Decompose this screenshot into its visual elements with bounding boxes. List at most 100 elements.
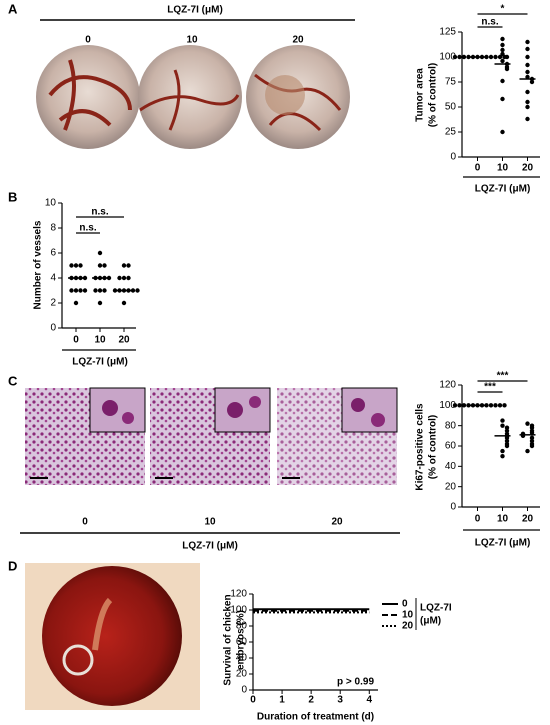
x-tick-label: 10 — [94, 335, 106, 346]
x-tick-label: 0 — [475, 163, 481, 174]
x-tick-label: 4 — [366, 695, 372, 706]
dot — [500, 47, 505, 53]
legend-label: 20 — [402, 621, 414, 632]
dot — [525, 39, 530, 45]
dot — [500, 58, 505, 64]
x-tick-label: 10 — [497, 163, 509, 174]
dot — [452, 403, 458, 408]
dot — [525, 421, 530, 426]
dot — [457, 54, 462, 60]
x-tick-label: 2 — [308, 695, 314, 706]
dot — [504, 428, 510, 433]
significance-label: *** — [484, 382, 496, 393]
dot — [497, 54, 503, 60]
dot — [97, 300, 103, 306]
y-tick-label: 40 — [445, 461, 457, 472]
dot — [97, 263, 103, 268]
panel-letter: D — [8, 558, 17, 573]
dot — [121, 275, 127, 281]
dot — [525, 89, 530, 95]
panel-letter: B — [8, 189, 17, 204]
photo-title: LQZ-7I (μM) — [182, 541, 238, 552]
dot — [112, 288, 118, 293]
dot — [93, 288, 98, 293]
x-tick-label: 20 — [118, 335, 130, 346]
dot — [529, 430, 535, 435]
dot — [504, 438, 510, 444]
dot — [461, 54, 467, 60]
y-tick-label: 50 — [445, 102, 457, 113]
dot — [130, 288, 136, 293]
y-tick-label: 40 — [236, 653, 248, 664]
y-tick-label: 75 — [445, 77, 457, 88]
dot — [121, 300, 127, 306]
y-tick-label: 100 — [439, 400, 456, 411]
dot — [529, 425, 535, 430]
x-axis-title: LQZ-7I (μM) — [475, 184, 531, 195]
y-axis-title: Tumor area — [415, 68, 426, 122]
y-tick-label: 0 — [450, 152, 456, 163]
dot — [497, 403, 503, 408]
photo-label: 20 — [292, 35, 304, 46]
dot — [525, 46, 530, 52]
photo — [25, 563, 200, 710]
dot — [488, 403, 494, 408]
dot — [500, 418, 505, 423]
significance-label: n.s. — [481, 17, 498, 28]
dot — [500, 448, 505, 454]
photo-label: 20 — [331, 517, 343, 528]
legend-title: LQZ-7I — [420, 603, 452, 614]
y-tick-label: 10 — [45, 198, 57, 209]
dot — [121, 263, 127, 268]
y-tick-label: 8 — [50, 223, 56, 234]
dot — [529, 438, 535, 444]
dot — [504, 443, 510, 449]
dot — [500, 129, 505, 135]
y-tick-label: 6 — [50, 248, 56, 259]
dot — [525, 74, 530, 80]
dot — [525, 104, 530, 110]
significance-label: * — [501, 4, 505, 15]
y-tick-label: 0 — [241, 685, 247, 696]
dot — [126, 263, 131, 268]
legend-title: (μM) — [420, 616, 441, 627]
dot — [73, 263, 79, 268]
y-tick-label: 100 — [439, 52, 456, 63]
x-tick-label: 0 — [475, 514, 481, 525]
y-tick-label: 80 — [236, 621, 248, 632]
dot — [82, 275, 88, 281]
y-tick-label: 25 — [445, 127, 457, 138]
y-tick-label: 120 — [439, 380, 456, 391]
y-axis-title: Survival of chicken — [223, 594, 234, 685]
dot — [97, 288, 103, 293]
x-tick-label: 20 — [522, 163, 534, 174]
dot — [500, 78, 505, 84]
x-tick-label: 0 — [250, 695, 256, 706]
y-axis-title: (% of control) — [428, 63, 439, 127]
dot — [102, 288, 107, 293]
dot — [126, 275, 131, 281]
dot — [525, 54, 530, 60]
y-tick-label: 0 — [50, 323, 56, 334]
dot — [500, 51, 505, 57]
dot — [500, 423, 505, 428]
dot — [525, 62, 530, 68]
y-axis-title: Ki67-positive cells — [415, 403, 426, 491]
dot — [484, 54, 489, 60]
photo — [25, 387, 398, 485]
dot — [69, 288, 74, 293]
y-tick-label: 80 — [445, 420, 457, 431]
dot — [493, 403, 498, 408]
x-tick-label: 1 — [279, 695, 285, 706]
significance-label: n.s. — [91, 207, 108, 218]
legend-label: 0 — [402, 599, 408, 610]
dot — [525, 448, 530, 454]
y-axis-title: embryos (%) — [236, 610, 247, 670]
significance-label: n.s. — [79, 223, 96, 234]
dot — [466, 54, 471, 60]
dot — [73, 300, 79, 306]
dot — [504, 54, 510, 60]
dot — [504, 66, 510, 72]
x-axis-title: Duration of treatment (d) — [257, 712, 374, 723]
photo-label: 10 — [186, 35, 198, 46]
